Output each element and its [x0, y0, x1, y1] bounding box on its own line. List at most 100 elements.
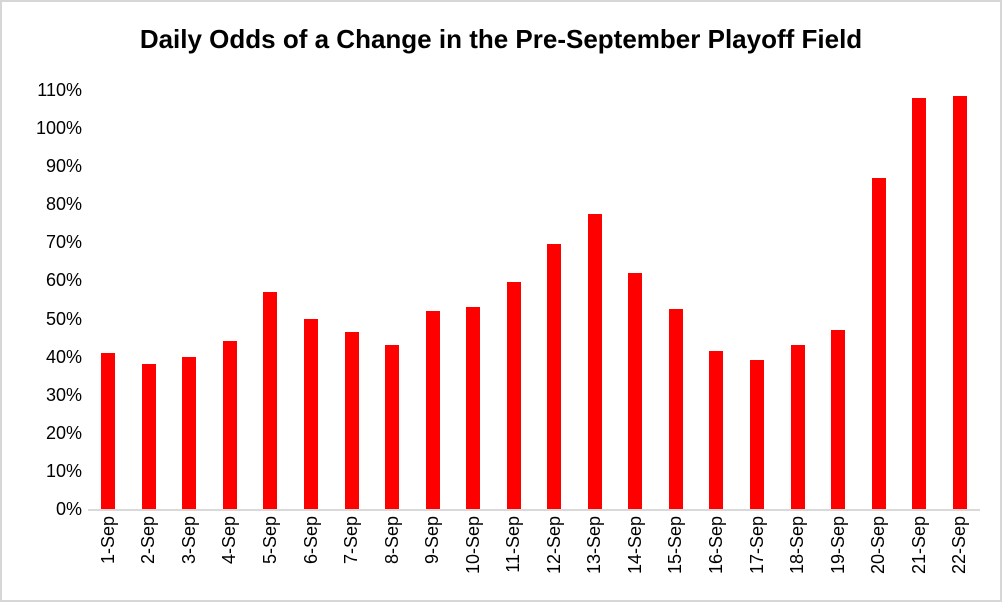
x-axis-tick-label: 7-Sep: [341, 516, 362, 565]
x-axis-tick: 2-Sep: [129, 516, 170, 600]
bar-slot: [210, 90, 251, 509]
x-axis-line: [88, 509, 980, 511]
x-axis-tick: 16-Sep: [696, 516, 737, 600]
x-axis-tick: 3-Sep: [169, 516, 210, 600]
bar-1-sep: [101, 352, 116, 509]
bar-21-sep: [912, 97, 927, 509]
y-axis-tick-label: 90%: [45, 156, 82, 177]
x-axis-labels: 1-Sep 2-Sep 3-Sep 4-Sep 5-Sep 6-Sep 7-Sep 8-Sep…: [88, 516, 980, 600]
x-axis-tick-label: 9-Sep: [422, 516, 443, 565]
x-axis-tick-label: 3-Sep: [178, 516, 199, 565]
y-axis-tick-label: 10%: [45, 460, 82, 481]
bar-slot: [696, 90, 737, 509]
x-axis-tick: 14-Sep: [615, 516, 656, 600]
bar-13-sep: [587, 213, 602, 509]
y-axis-tick-label: 60%: [45, 270, 82, 291]
y-axis-tick-label: 70%: [45, 232, 82, 253]
x-axis-tick-label: 11-Sep: [503, 516, 524, 573]
x-axis-tick: 15-Sep: [656, 516, 697, 600]
bar-7-sep: [344, 331, 359, 509]
bar-slot: [88, 90, 129, 509]
bar-slot: [372, 90, 413, 509]
y-axis-tick-label: 110%: [37, 80, 82, 100]
bar-slot: [737, 90, 778, 509]
plot-area: [88, 90, 980, 509]
x-axis-tick-label: 10-Sep: [462, 516, 483, 575]
bar-2-sep: [141, 364, 156, 509]
bar-3-sep: [182, 356, 197, 509]
x-axis-tick: 8-Sep: [372, 516, 413, 600]
x-axis-tick: 22-Sep: [939, 516, 980, 600]
bar-slot: [291, 90, 332, 509]
bar-slot: [615, 90, 656, 509]
bar-slot: [453, 90, 494, 509]
bar-slot: [656, 90, 697, 509]
x-axis-tick-label: 8-Sep: [381, 516, 402, 565]
x-axis-tick-label: 21-Sep: [908, 516, 929, 575]
bar-slot: [858, 90, 899, 509]
bar-slot: [777, 90, 818, 509]
y-axis-tick-label: 80%: [45, 194, 82, 215]
x-axis-tick-label: 15-Sep: [665, 516, 686, 575]
x-axis-tick: 6-Sep: [291, 516, 332, 600]
bar-slot: [818, 90, 859, 509]
x-axis-tick-label: 2-Sep: [138, 516, 159, 565]
x-axis-tick: 1-Sep: [88, 516, 129, 600]
y-axis-tick-label: 30%: [45, 384, 82, 405]
x-axis-tick: 11-Sep: [493, 516, 534, 600]
y-axis-tick-label: 0%: [55, 499, 82, 519]
x-axis-tick-label: 6-Sep: [300, 516, 321, 565]
bar-14-sep: [628, 272, 643, 509]
x-axis-tick: 18-Sep: [777, 516, 818, 600]
bar-17-sep: [750, 360, 765, 509]
x-axis-tick-label: 12-Sep: [543, 516, 564, 575]
bar-slot: [939, 90, 980, 509]
bar-slot: [250, 90, 291, 509]
bar-12-sep: [547, 244, 562, 509]
x-axis-tick-label: 4-Sep: [219, 516, 240, 565]
x-axis-tick: 12-Sep: [534, 516, 575, 600]
bar-9-sep: [425, 310, 440, 509]
bar-6-sep: [304, 318, 318, 509]
y-axis-tick-label: 100%: [35, 118, 82, 139]
x-axis-tick-label: 5-Sep: [259, 516, 280, 565]
bar-4-sep: [222, 341, 237, 509]
x-axis-tick-label: 14-Sep: [624, 516, 645, 575]
bar-slot: [493, 90, 534, 509]
x-axis-tick-label: 17-Sep: [746, 516, 767, 575]
x-axis-tick-label: 1-Sep: [97, 516, 118, 565]
x-axis-tick-label: 13-Sep: [584, 516, 605, 575]
bar-20-sep: [871, 177, 886, 509]
y-axis-tick-label: 20%: [45, 422, 82, 443]
bar-18-sep: [790, 345, 805, 509]
bar-5-sep: [263, 291, 278, 509]
x-axis-tick: 17-Sep: [737, 516, 778, 600]
bar-19-sep: [831, 329, 846, 509]
x-axis-tick: 21-Sep: [899, 516, 940, 600]
x-axis-tick: 5-Sep: [250, 516, 291, 600]
x-axis-tick: 10-Sep: [453, 516, 494, 600]
chart-title: Daily Odds of a Change in the Pre-Septem…: [139, 24, 863, 54]
bar-16-sep: [709, 350, 724, 509]
x-axis-tick: 7-Sep: [331, 516, 372, 600]
bar-22-sep: [952, 95, 967, 509]
x-axis-tick: 13-Sep: [575, 516, 616, 600]
bar-10-sep: [466, 307, 481, 509]
bar-slot: [899, 90, 940, 509]
x-axis-tick-label: 19-Sep: [827, 516, 848, 575]
x-axis-tick: 20-Sep: [858, 516, 899, 600]
bar-8-sep: [385, 345, 400, 509]
y-axis-tick-label: 50%: [45, 308, 82, 329]
x-axis-tick-label: 16-Sep: [705, 516, 726, 575]
bar-slot: [534, 90, 575, 509]
bar-11-sep: [506, 282, 521, 509]
y-axis-tick-label: 40%: [45, 346, 82, 367]
x-axis-tick-label: 22-Sep: [949, 516, 970, 575]
bar-slot: [169, 90, 210, 509]
x-axis-tick: 4-Sep: [210, 516, 251, 600]
x-axis-tick: 9-Sep: [412, 516, 453, 600]
bar-slot: [412, 90, 453, 509]
bar-15-sep: [668, 309, 683, 509]
bar-slot: [331, 90, 372, 509]
